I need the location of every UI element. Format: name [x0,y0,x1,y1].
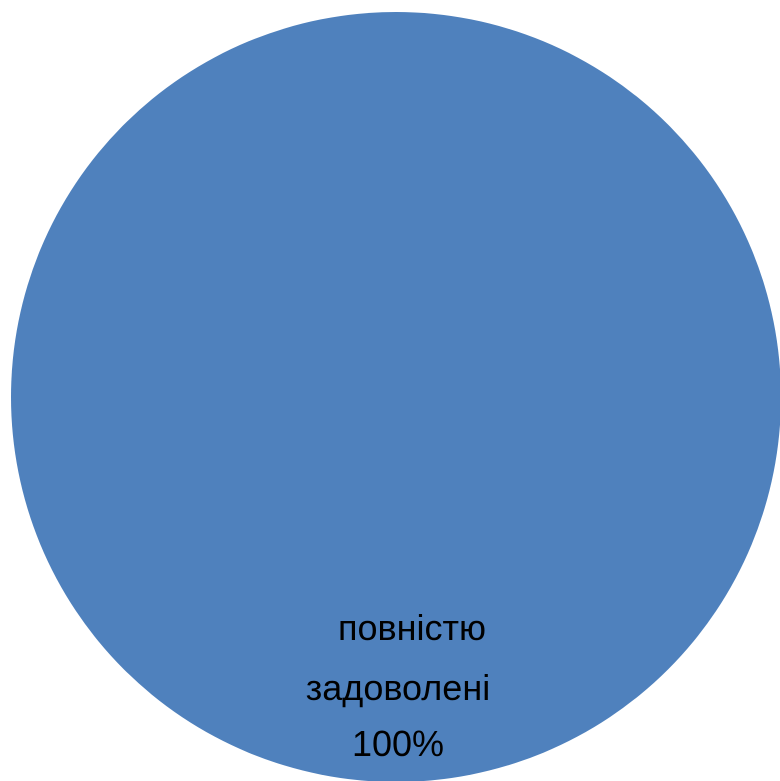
pie-slices [11,12,780,781]
slice-percent-label: 100% [352,723,444,764]
slice-label-line-2: задоволені [306,667,490,708]
pie-slice-0 [11,12,780,781]
slice-label-line-1: повністю [338,607,486,648]
